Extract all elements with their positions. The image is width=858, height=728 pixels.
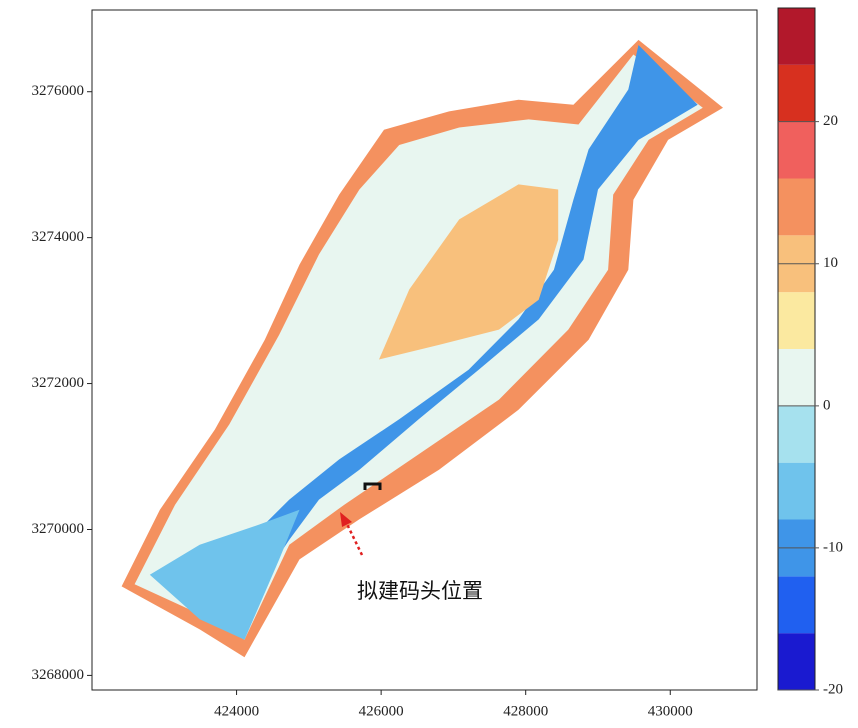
y-tick-label: 3268000	[32, 667, 85, 683]
colorbar-band	[778, 633, 815, 690]
annotation-arrow	[346, 522, 362, 555]
x-tick-label: 426000	[359, 703, 404, 719]
colorbar-band	[778, 292, 815, 349]
chart: 拟建码头位置 424000 426000 428000 430000 3268000 32…	[0, 0, 858, 728]
y-tick-label: 3274000	[32, 229, 85, 245]
colorbar-tick-label: -20	[823, 681, 843, 697]
colorbar-tick-label: 20	[823, 113, 838, 129]
annotation: 拟建码头位置	[357, 579, 483, 603]
colorbar-tick-label: 10	[823, 255, 838, 271]
colorbar-band	[778, 406, 815, 463]
colorbar-band	[778, 122, 815, 179]
colorbar-band	[778, 576, 815, 633]
y-tick-label: 3270000	[32, 521, 85, 537]
x-tick-label: 424000	[214, 703, 259, 719]
colorbar-band	[778, 179, 815, 236]
colorbar-band	[778, 463, 815, 520]
y-tick-label: 3276000	[32, 83, 85, 99]
x-tick-label: 430000	[648, 703, 693, 719]
colorbar-tick-label: -10	[823, 539, 843, 555]
colorbar-band	[778, 65, 815, 122]
x-tick-label: 428000	[503, 703, 548, 719]
colorbar-tick-label: 0	[823, 397, 831, 413]
colorbar-band	[778, 349, 815, 406]
y-tick-label: 3272000	[32, 375, 85, 391]
colorbar-band	[778, 8, 815, 65]
